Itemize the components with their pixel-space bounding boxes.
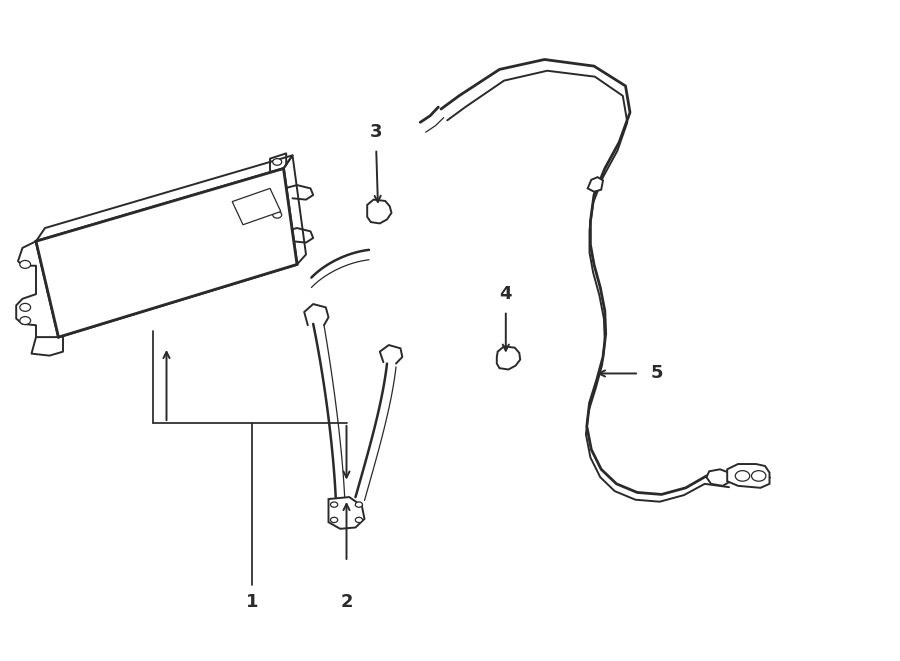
Circle shape [330, 518, 338, 523]
Text: 2: 2 [340, 592, 353, 611]
Text: 3: 3 [370, 123, 382, 141]
Polygon shape [727, 464, 770, 488]
Polygon shape [328, 497, 364, 529]
Circle shape [330, 502, 338, 507]
Circle shape [752, 471, 766, 481]
Circle shape [20, 317, 31, 325]
Circle shape [20, 260, 31, 268]
Text: 5: 5 [651, 364, 663, 383]
Polygon shape [367, 200, 392, 223]
Polygon shape [232, 188, 281, 225]
Circle shape [273, 212, 282, 218]
Polygon shape [36, 169, 297, 337]
Circle shape [735, 471, 750, 481]
Circle shape [273, 159, 282, 165]
Polygon shape [588, 177, 603, 192]
Polygon shape [497, 346, 520, 369]
Circle shape [356, 518, 363, 523]
Text: 1: 1 [246, 592, 258, 611]
Polygon shape [706, 469, 731, 486]
Circle shape [356, 502, 363, 507]
Circle shape [20, 303, 31, 311]
Text: 4: 4 [500, 285, 512, 303]
